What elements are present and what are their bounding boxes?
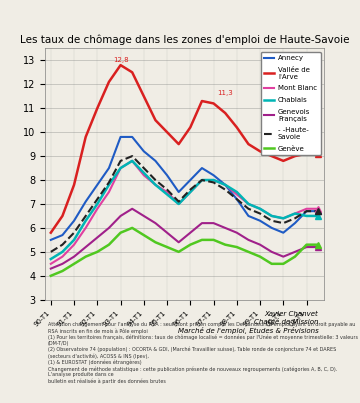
Text: 12,8: 12,8 (113, 57, 129, 63)
Legend: Annecy, Vallée de
l'Arve, Mont Blanc, Chablais, Genevois
Français, - -Haute-
Sav: Annecy, Vallée de l'Arve, Mont Blanc, Ch… (261, 52, 320, 155)
Text: 11,3: 11,3 (217, 90, 233, 96)
Text: Attention changement pour l'analyse du RSA : seuls sont pris en compte les Deman: Attention changement pour l'analyse du R… (48, 322, 358, 384)
Title: Les taux de chômage dans les zones d'emploi de Haute-Savoie: Les taux de chômage dans les zones d'emp… (20, 34, 349, 45)
Text: Xavier Chanvet
Chargé de Mission
Marché de l'emploi, Etudes & Prévisions: Xavier Chanvet Chargé de Mission Marché … (178, 311, 319, 334)
